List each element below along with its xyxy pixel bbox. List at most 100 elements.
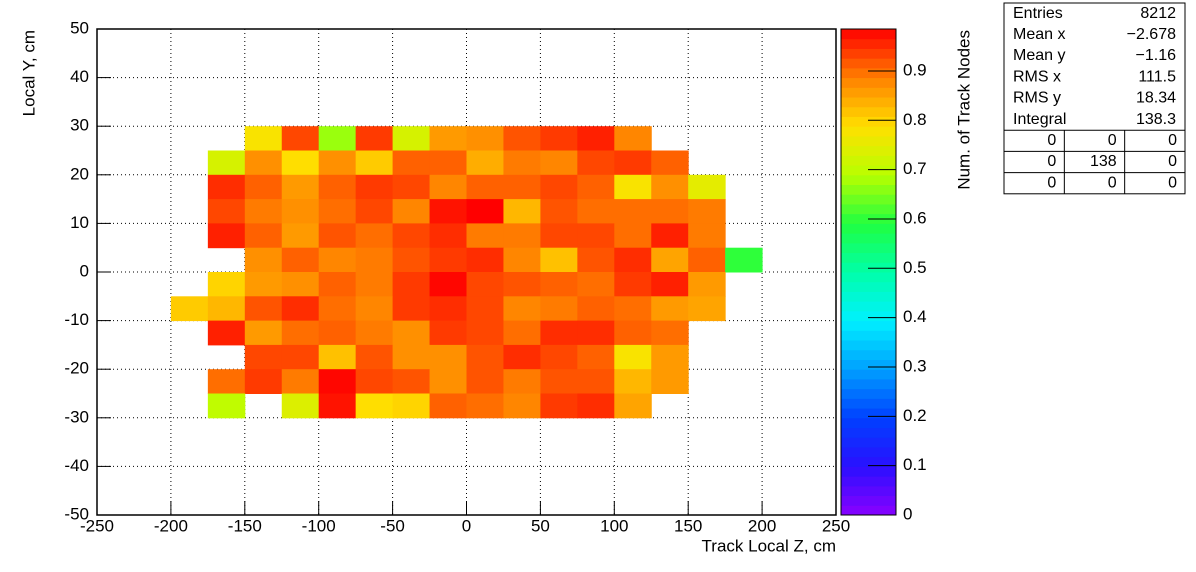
heatmap-cell	[318, 272, 357, 297]
heatmap-cell	[503, 320, 541, 346]
heatmap-cell	[651, 199, 689, 224]
heatmap-cell	[244, 174, 283, 200]
heatmap-cell	[429, 150, 467, 176]
x-tick-label: -150	[228, 516, 262, 535]
heatmap-cell	[318, 393, 357, 419]
y-tick-label: 20	[70, 164, 89, 183]
palette-band	[841, 437, 896, 448]
heatmap-cell	[651, 247, 689, 273]
heatmap-cell	[392, 296, 431, 322]
heatmap-cell	[244, 344, 283, 370]
heatmap-cell	[281, 296, 320, 322]
palette-band	[841, 505, 896, 516]
heatmap-cell	[577, 393, 615, 419]
heatmap-cell	[355, 296, 394, 322]
heatmap-cell	[540, 320, 578, 346]
x-tick-label: -200	[154, 516, 188, 535]
heatmap-cell	[651, 320, 689, 346]
heatmap-cell	[429, 174, 467, 200]
z-tick-label: 0.3	[903, 356, 927, 375]
heatmap-cell	[688, 272, 726, 297]
y-tick-label: 50	[70, 18, 89, 37]
heatmap-cell	[540, 174, 578, 200]
heatmap-cell	[577, 320, 615, 346]
palette-band	[841, 446, 896, 458]
heatmap-cell	[244, 247, 283, 273]
heatmap-cell	[244, 126, 283, 151]
heatmap-cell	[355, 199, 394, 224]
heatmap-cell	[281, 174, 320, 200]
heatmap-cell	[577, 296, 615, 322]
palette-band	[841, 369, 896, 380]
palette-band	[841, 349, 896, 360]
heatmap-cell	[392, 369, 431, 394]
palette-band	[841, 106, 896, 117]
heatmap-cell	[318, 369, 357, 394]
heatmap-cell	[503, 126, 541, 151]
heatmap-cell	[392, 223, 431, 249]
heatmap-cell	[466, 247, 504, 273]
heatmap-cell	[281, 199, 320, 224]
palette-band	[841, 291, 896, 302]
heatmap-cell	[503, 393, 541, 419]
heatmap-cell	[429, 344, 467, 370]
heatmap-cell	[281, 369, 320, 394]
heatmap-cell	[392, 199, 431, 224]
x-tick-label: 50	[531, 516, 550, 535]
palette-band	[841, 29, 896, 40]
heatmap-cell	[244, 272, 283, 297]
heatmap-cell	[503, 150, 541, 176]
heatmap-cell	[318, 126, 357, 151]
stats-value: 111.5	[1138, 68, 1176, 85]
stats-cell: 0	[1047, 174, 1056, 191]
heatmap-cell	[540, 393, 578, 419]
heatmap-cell	[466, 174, 504, 200]
stats-cell: 0	[1168, 174, 1177, 191]
heatmap-cell	[614, 126, 652, 151]
stats-label: Mean y	[1013, 47, 1065, 64]
palette-band	[841, 320, 896, 331]
y-tick-label: -50	[64, 504, 89, 523]
heatmap-cell	[688, 247, 726, 273]
stats-value: 18.34	[1136, 90, 1176, 107]
heatmap-cell	[614, 296, 652, 322]
heatmap-cell	[429, 199, 467, 224]
heatmap-cell	[651, 174, 689, 200]
heatmap-cell	[466, 150, 504, 176]
palette-band	[841, 67, 896, 79]
heatmap-cell	[577, 199, 615, 224]
y-tick-label: 40	[70, 67, 89, 86]
heatmap-cell	[207, 174, 246, 200]
heatmap-cell	[614, 320, 652, 346]
palette-band	[841, 87, 896, 98]
palette-band	[841, 340, 896, 351]
heatmap-cell	[503, 296, 541, 322]
heatmap-cell	[281, 272, 320, 297]
heatmap-cell	[466, 199, 504, 224]
x-tick-label: -250	[80, 516, 114, 535]
heatmap-cell	[614, 393, 652, 419]
z-tick-label: 0.2	[903, 406, 927, 425]
heatmap-cell	[355, 344, 394, 370]
stats-value: 8212	[1140, 5, 1176, 22]
heatmap-cell	[355, 272, 394, 297]
heatmap-cell	[466, 126, 504, 151]
heatmap-cell	[392, 174, 431, 200]
heatmap-cell	[318, 174, 357, 200]
palette-band	[841, 97, 896, 108]
heatmap-cell	[207, 296, 246, 322]
heatmap-cell	[614, 174, 652, 200]
palette-band	[841, 427, 896, 438]
x-tick-label: -50	[380, 516, 405, 535]
heatmap-cell	[355, 393, 394, 419]
heatmap-cell	[577, 174, 615, 200]
heatmap-cell	[614, 344, 652, 370]
palette-band	[841, 388, 896, 399]
heatmap-cell	[466, 296, 504, 322]
heatmap-cell	[540, 344, 578, 370]
palette-band	[841, 359, 896, 370]
heatmap-cell	[244, 296, 283, 322]
heatmap-cell	[318, 150, 357, 176]
heatmap-cell	[503, 272, 541, 297]
